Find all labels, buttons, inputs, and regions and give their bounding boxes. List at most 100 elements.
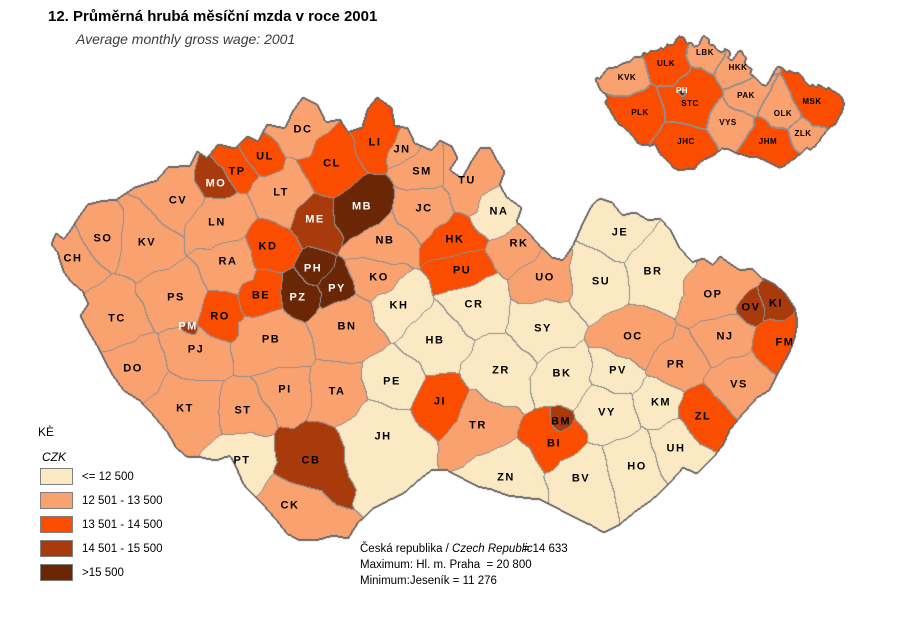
district-label-PU: PU	[452, 264, 472, 277]
maximum-line: Maximum: Hl. m. Praha = 20 800	[360, 559, 532, 571]
region-label-VYS: VYS	[719, 118, 737, 127]
district-label-CR: CR	[464, 298, 484, 311]
legend-row: 12 501 - 13 500	[40, 492, 163, 509]
district-label-ZR: ZR	[492, 364, 510, 377]
district-label-KV: KV	[137, 236, 157, 249]
region-label-MSK: MSK	[802, 97, 822, 106]
legend-class-label: >15 500	[82, 566, 124, 579]
district-label-CV: CV	[168, 194, 188, 207]
district-label-HK: HK	[445, 233, 465, 246]
district-label-KD: KD	[258, 240, 278, 253]
country-label-english: Czech Republic	[452, 543, 533, 555]
district-label-KT: KT	[176, 402, 194, 415]
district-label-KH: KH	[389, 299, 409, 312]
district-label-RA: RA	[218, 255, 238, 268]
legend-row: 14 501 - 15 500	[40, 540, 163, 557]
legend-swatch	[40, 564, 73, 581]
region-label-JHM: JHM	[758, 137, 778, 146]
district-label-PI: PI	[278, 383, 292, 396]
district-label-JI: JI	[433, 395, 447, 408]
district-label-TA: TA	[328, 385, 346, 398]
district-label-PE: PE	[383, 375, 401, 388]
district-label-UL: UL	[256, 150, 274, 163]
district-label-PZ: PZ	[289, 291, 307, 304]
district-label-DC: DC	[293, 123, 313, 136]
legend-swatch	[40, 492, 73, 509]
district-label-LI: LI	[368, 136, 382, 149]
district-label-PT: PT	[233, 454, 251, 467]
district-label-JC: JC	[415, 202, 433, 215]
region-label-ULK: ULK	[657, 59, 675, 68]
district-label-NB: NB	[375, 234, 395, 247]
district-label-BN: BN	[337, 320, 357, 333]
legend-swatch	[40, 468, 73, 485]
district-label-MO: MO	[205, 177, 227, 190]
district-label-KO: KO	[369, 271, 389, 284]
country-label: Česká republika /	[360, 543, 453, 555]
district-label-NJ: NJ	[716, 330, 734, 343]
legend-class-label: 13 501 - 14 500	[82, 518, 163, 531]
district-label-TR: TR	[469, 419, 487, 432]
legend-row: <= 12 500	[40, 468, 163, 485]
country-average-value: = 14 633	[522, 543, 568, 555]
district-label-CB: CB	[301, 454, 321, 467]
district-label-ME: ME	[305, 213, 325, 226]
region-label-ZLK: ZLK	[794, 129, 812, 138]
district-label-VY: VY	[598, 406, 616, 419]
legend: <= 12 500 12 501 - 13 500 13 501 - 14 500 1…	[40, 468, 163, 588]
legend-currency-english: CZK	[42, 450, 66, 464]
district-label-ZL: ZL	[694, 410, 712, 423]
district-label-SY: SY	[534, 322, 552, 335]
legend-class-label: <= 12 500	[82, 470, 134, 483]
region-label-OLK: OLK	[773, 109, 793, 118]
district-label-KI: KI	[769, 297, 783, 310]
district-label-CL: CL	[323, 157, 341, 170]
legend-row: >15 500	[40, 564, 163, 581]
district-label-TP: TP	[228, 165, 246, 178]
district-label-RO: RO	[210, 310, 230, 323]
district-label-VS: VS	[730, 378, 748, 391]
page-title: 12. Průměrná hrubá měsíční mzda v roce 2…	[48, 8, 378, 25]
country-stats: Česká republika / Czech Republic= 14 633…	[360, 541, 568, 589]
district-label-OV: OV	[741, 301, 761, 314]
district-label-OP: OP	[703, 288, 723, 301]
legend-class-label: 12 501 - 13 500	[82, 494, 163, 507]
district-label-HB: HB	[425, 334, 445, 347]
country-average-line: Česká republika / Czech Republic= 14 633	[360, 541, 568, 557]
district-label-PY: PY	[328, 282, 346, 295]
district-label-NA: NA	[489, 205, 509, 218]
district-label-BI: BI	[547, 437, 561, 450]
district-label-SO: SO	[93, 232, 113, 245]
district-label-PJ: PJ	[187, 343, 205, 356]
district-label-BE: BE	[251, 289, 271, 302]
legend-currency-czech: KÈ	[38, 425, 55, 439]
district-label-TU: TU	[458, 174, 476, 187]
district-label-PS: PS	[167, 291, 185, 304]
district-label-HO: HO	[627, 460, 647, 473]
district-label-SU: SU	[591, 275, 611, 288]
district-label-PR: PR	[666, 358, 686, 371]
region-label-STC: STC	[681, 99, 699, 108]
district-label-MB: MB	[351, 200, 373, 213]
legend-swatch	[40, 516, 73, 533]
district-label-KM: KM	[650, 396, 672, 409]
district-label-LN: LN	[208, 216, 226, 229]
district-label-PM: PM	[178, 320, 198, 333]
district-label-RK: RK	[509, 237, 529, 250]
legend-class-label: 14 501 - 15 500	[82, 542, 163, 555]
district-label-BM: BM	[550, 415, 572, 428]
district-label-JE: JE	[611, 226, 629, 239]
region-label-PLK: PLK	[631, 108, 649, 117]
region-label-PH: PH	[675, 86, 689, 95]
district-label-JN: JN	[393, 143, 411, 156]
region-label-JHC: JHC	[677, 137, 695, 146]
region-label-HKK: HKK	[728, 63, 748, 72]
district-label-FM: FM	[775, 336, 795, 349]
minimum-line: Minimum:Jeseník = 11 276	[360, 575, 497, 587]
region-label-KVK: KVK	[617, 73, 637, 82]
district-label-BK: BK	[552, 367, 572, 380]
district-label-SM: SM	[412, 165, 432, 178]
district-label-CK: CK	[280, 499, 300, 512]
